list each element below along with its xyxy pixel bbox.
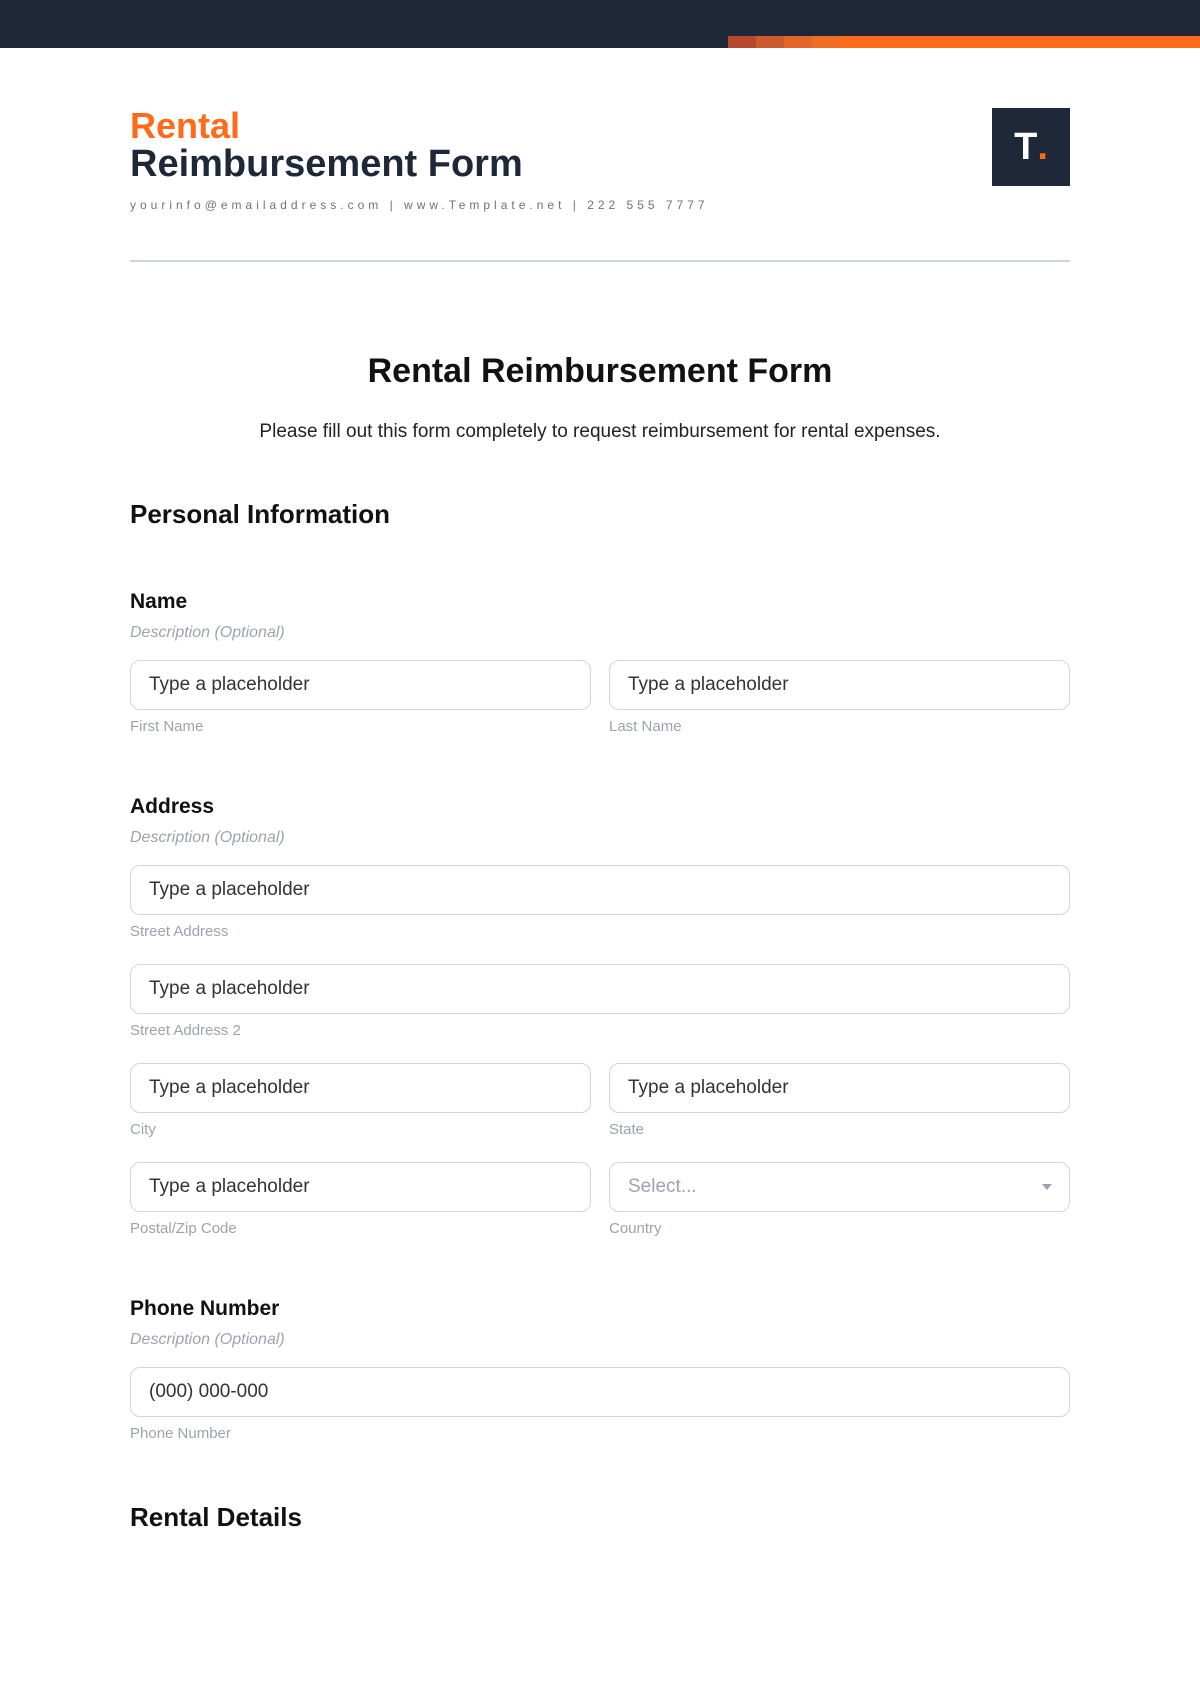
postal-input[interactable] xyxy=(130,1162,591,1212)
section-personal-heading: Personal Information xyxy=(130,499,1070,530)
address-label: Address xyxy=(130,795,1070,819)
city-input[interactable] xyxy=(130,1063,591,1113)
phone-group: Phone Number Description (Optional) Phon… xyxy=(130,1297,1070,1442)
accent-segment xyxy=(840,36,1200,48)
state-sublabel: State xyxy=(609,1121,1070,1138)
brand-line2: Reimbursement Form xyxy=(130,144,709,186)
accent-segment xyxy=(812,36,840,48)
accent-segment xyxy=(756,36,784,48)
accent-segment xyxy=(784,36,812,48)
form-title: Rental Reimbursement Form xyxy=(130,352,1070,391)
phone-label: Phone Number xyxy=(130,1297,1070,1321)
country-select[interactable] xyxy=(609,1162,1070,1212)
logo-dot: . xyxy=(1037,126,1048,169)
first-name-sublabel: First Name xyxy=(130,718,591,735)
street2-sublabel: Street Address 2 xyxy=(130,1022,1070,1039)
postal-sublabel: Postal/Zip Code xyxy=(130,1220,591,1237)
last-name-sublabel: Last Name xyxy=(609,718,1070,735)
form-content: Rental Reimbursement Form Please fill ou… xyxy=(0,262,1200,1573)
name-group: Name Description (Optional) First Name L… xyxy=(130,590,1070,735)
city-sublabel: City xyxy=(130,1121,591,1138)
form-intro: Please fill out this form completely to … xyxy=(130,421,1070,443)
street-input[interactable] xyxy=(130,865,1070,915)
top-bar-accent xyxy=(728,0,1200,48)
name-desc: Description (Optional) xyxy=(130,624,1070,642)
phone-input[interactable] xyxy=(130,1367,1070,1417)
phone-sublabel: Phone Number xyxy=(130,1425,1070,1442)
phone-desc: Description (Optional) xyxy=(130,1331,1070,1349)
last-name-input[interactable] xyxy=(609,660,1070,710)
first-name-input[interactable] xyxy=(130,660,591,710)
street-sublabel: Street Address xyxy=(130,923,1070,940)
brand-line1: Rental xyxy=(130,108,709,144)
name-label: Name xyxy=(130,590,1070,614)
header: Rental Reimbursement Form yourinfo@email… xyxy=(0,48,1200,232)
accent-segment xyxy=(728,36,756,48)
logo-letter: T xyxy=(1014,126,1037,169)
address-group: Address Description (Optional) Street Ad… xyxy=(130,795,1070,1237)
section-rental-heading: Rental Details xyxy=(130,1502,1070,1533)
top-bar xyxy=(0,0,1200,48)
country-sublabel: Country xyxy=(609,1220,1070,1237)
street2-input[interactable] xyxy=(130,964,1070,1014)
address-desc: Description (Optional) xyxy=(130,829,1070,847)
logo-badge: T. xyxy=(992,108,1070,186)
contact-line: yourinfo@emailaddress.com | www.Template… xyxy=(130,198,709,212)
brand-text: Rental Reimbursement Form yourinfo@email… xyxy=(130,108,709,212)
state-input[interactable] xyxy=(609,1063,1070,1113)
